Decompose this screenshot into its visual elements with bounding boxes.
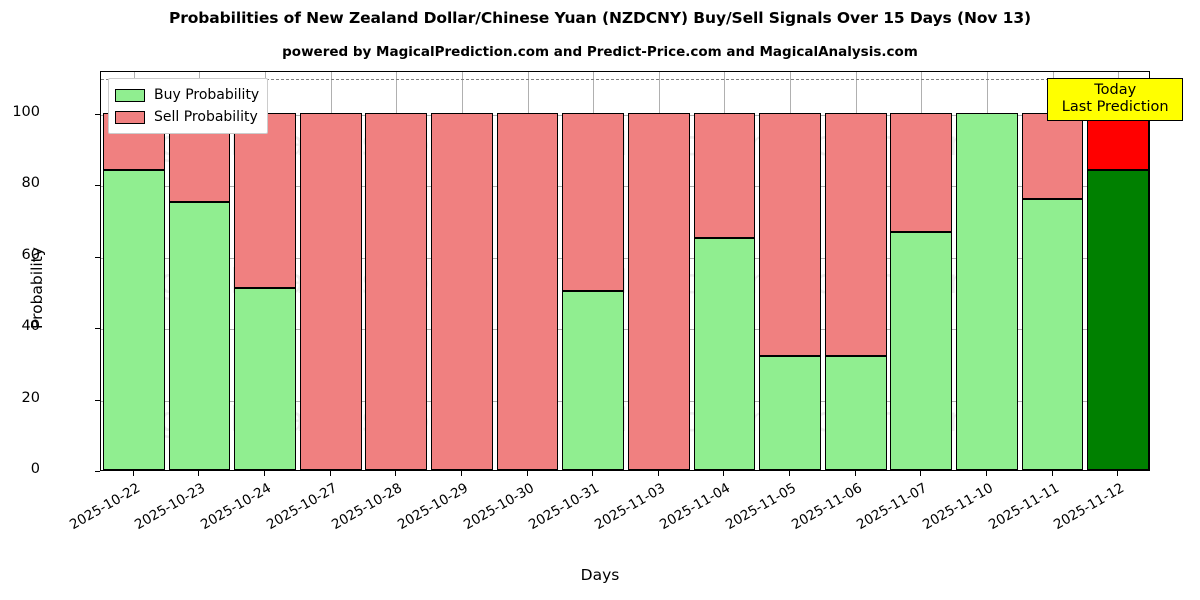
x-tick-mark — [1051, 471, 1053, 476]
bar-segment-buy — [562, 291, 625, 470]
bar-segment-sell — [890, 112, 953, 232]
gridline-horizontal — [101, 114, 1149, 116]
y-tick-label: 40 — [21, 318, 40, 335]
bar-day — [693, 72, 756, 470]
y-tick-mark — [95, 256, 100, 258]
buy-color-swatch — [115, 88, 145, 102]
bar-segment-sell — [759, 112, 821, 356]
bar-day — [299, 72, 362, 470]
today-annotation-line2: Last Prediction — [1061, 98, 1169, 115]
y-tick-label: 20 — [21, 389, 40, 406]
y-tick-mark — [95, 328, 100, 330]
bar-day — [562, 72, 625, 470]
x-tick-mark — [657, 471, 659, 476]
bar-today — [1087, 72, 1149, 470]
bar-segment-buy — [956, 112, 1018, 470]
page-title: Probabilities of New Zealand Dollar/Chin… — [168, 9, 1032, 27]
y-tick-label: 0 — [30, 461, 40, 477]
x-tick-mark — [985, 471, 987, 476]
bar-segment-sell — [365, 112, 428, 470]
bar-segment-buy — [1087, 170, 1149, 470]
gridline-horizontal — [101, 329, 1149, 331]
legend-item-sell: Sell Probability — [115, 106, 259, 128]
bar-segment-sell — [627, 112, 690, 470]
bar-day — [234, 72, 296, 470]
today-annotation: Today Last Prediction — [1047, 78, 1184, 121]
y-tick-mark — [95, 399, 100, 401]
bar-day — [365, 72, 428, 470]
gridline-horizontal — [101, 400, 1149, 402]
bar-segment-buy — [890, 231, 953, 470]
x-axis-label: Days — [580, 566, 620, 584]
bar-segment-buy — [1021, 198, 1084, 470]
y-axis-label: Probability — [28, 247, 46, 329]
x-tick-mark — [789, 471, 791, 476]
sell-color-swatch — [115, 110, 145, 124]
bar-day — [431, 72, 493, 470]
gridline-horizontal — [101, 186, 1149, 188]
bar-segment-sell — [562, 112, 625, 292]
x-tick-mark — [329, 471, 331, 476]
legend-label-sell: Sell Probability — [154, 109, 258, 125]
x-tick-mark — [395, 471, 397, 476]
bar-segment-buy — [824, 355, 887, 470]
chart-subtitle: powered by MagicalPrediction.com and Pre… — [282, 44, 918, 60]
x-tick-mark — [460, 471, 462, 476]
x-tick-mark — [526, 471, 528, 476]
today-annotation-line1: Today — [1094, 82, 1137, 98]
bar-segment-sell — [496, 112, 559, 470]
bar-day — [890, 72, 953, 470]
y-tick-label: 80 — [21, 175, 40, 192]
bar-segment-sell — [1087, 112, 1149, 170]
y-tick-label: 60 — [21, 246, 40, 263]
x-tick-mark — [264, 471, 266, 476]
bar-segment-buy — [234, 287, 296, 470]
threshold-line — [101, 79, 1149, 81]
x-tick-mark — [198, 471, 200, 476]
bar-day — [1021, 72, 1084, 470]
x-tick-mark — [854, 471, 856, 476]
bar-day — [956, 72, 1018, 470]
y-tick-label: 100 — [12, 103, 40, 120]
x-tick-mark — [1117, 471, 1119, 476]
bar-segment-sell — [1021, 112, 1084, 199]
y-tick-mark — [95, 471, 100, 472]
x-tick-mark — [132, 471, 134, 476]
chart-legend: Buy Probability Sell Probability — [108, 78, 269, 134]
legend-label-buy: Buy Probability — [154, 87, 260, 103]
y-tick-mark — [95, 185, 100, 187]
bar-segment-buy — [693, 237, 756, 470]
x-tick-mark — [723, 471, 725, 476]
bar-segment-sell — [299, 112, 362, 470]
gridline-horizontal — [101, 257, 1149, 259]
bar-segment-sell — [234, 112, 296, 288]
x-tick-mark — [920, 471, 922, 476]
bar-day — [824, 72, 887, 470]
bar-day — [759, 72, 821, 470]
x-tick-mark — [592, 471, 594, 476]
bar-day — [102, 72, 165, 470]
bar-day — [496, 72, 559, 470]
bar-day — [627, 72, 690, 470]
bar-segment-sell — [693, 112, 756, 238]
bar-segment-sell — [824, 112, 887, 356]
y-tick-mark — [95, 113, 100, 115]
bar-segment-buy — [759, 355, 821, 470]
bar-segment-sell — [431, 112, 493, 470]
legend-item-buy: Buy Probability — [115, 84, 259, 106]
bar-segment-buy — [168, 202, 231, 470]
bar-segment-buy — [102, 170, 165, 470]
